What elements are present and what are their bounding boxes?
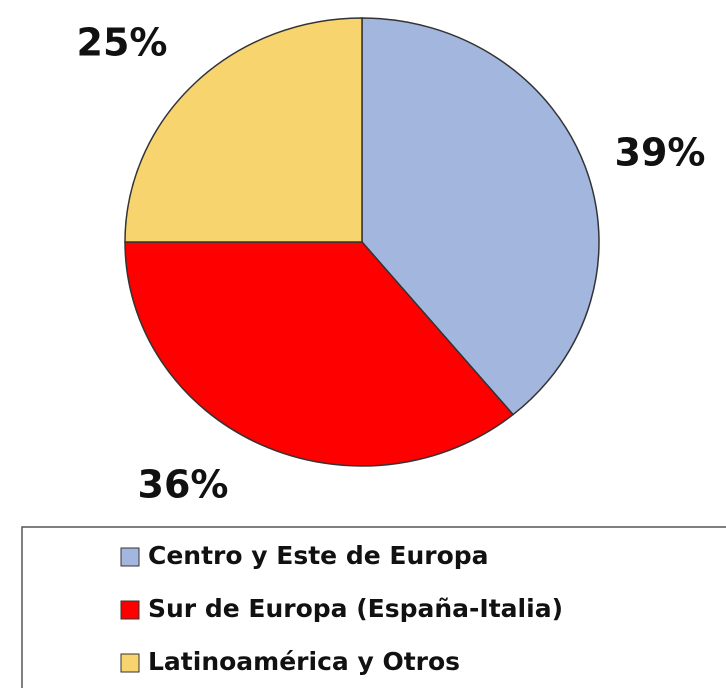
legend-label: Latinoamérica y Otros xyxy=(148,647,460,676)
pie-slice xyxy=(124,241,515,467)
legend-label: Sur de Europa (España-Italia) xyxy=(148,594,563,623)
value-label: 25% xyxy=(77,21,168,65)
legend-swatch xyxy=(120,547,140,567)
value-label: 39% xyxy=(615,131,706,175)
legend-swatch xyxy=(120,653,140,673)
legend-swatch xyxy=(120,600,140,620)
pie-slice xyxy=(361,17,600,416)
pie-slice xyxy=(124,17,363,243)
value-label: 36% xyxy=(138,463,229,507)
legend-label: Centro y Este de Europa xyxy=(148,541,489,570)
